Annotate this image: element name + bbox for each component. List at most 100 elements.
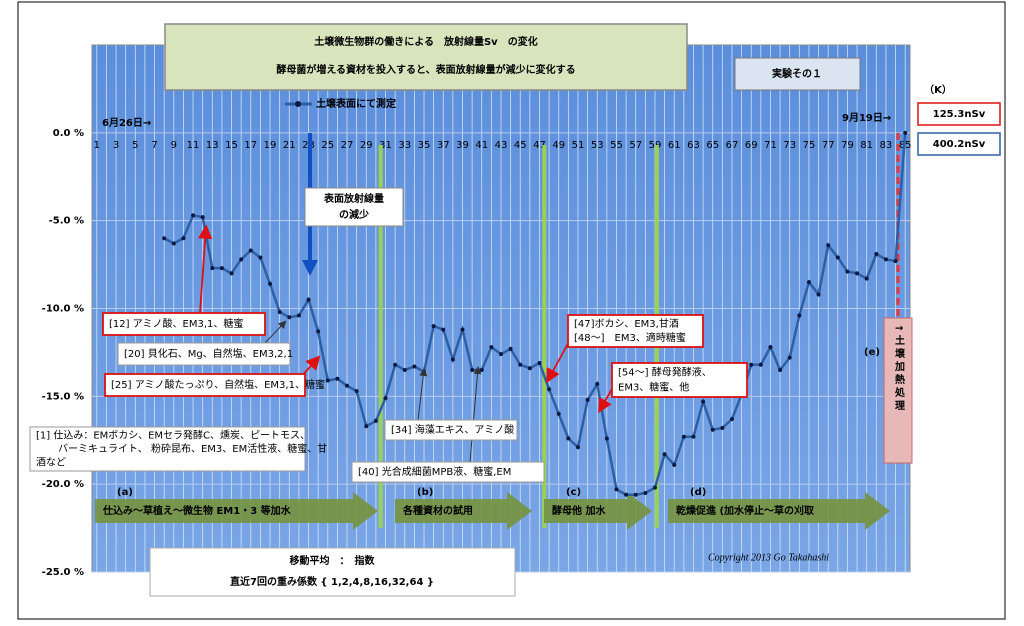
x-tick-label: 51 <box>572 140 585 151</box>
point <box>393 362 398 367</box>
point <box>547 387 552 392</box>
legend-text: 土壌表面にて測定 <box>316 97 396 110</box>
point <box>797 313 802 318</box>
point <box>883 257 888 262</box>
point <box>527 366 532 371</box>
x-tick-label: 31 <box>379 140 392 151</box>
x-tick-label: 41 <box>475 140 488 151</box>
method: 移動平均 ： 指数 <box>290 554 376 567</box>
phase-text: 仕込み～草植え～微生物 EM1・3 等加水 <box>102 504 292 517</box>
point <box>470 367 475 372</box>
phase-arrow <box>395 492 532 530</box>
phase-label: (b) <box>417 487 433 498</box>
x-tick-label: 75 <box>803 140 816 151</box>
x-tick-label: 9 <box>171 140 177 151</box>
annotation: [20] 貝化石、Mg、自然塩、EM3,2,1 <box>124 347 293 360</box>
y-tick-label: -10.0 % <box>42 304 84 315</box>
point <box>903 130 908 135</box>
phase-label: (d) <box>690 487 706 498</box>
point <box>162 236 167 241</box>
annotation: [1] 仕込み：EMボカシ、EMセラ発酵C、燻炭、ピートモス、 <box>36 429 310 442</box>
annotation: 酒など <box>36 456 66 468</box>
point <box>210 266 215 271</box>
chart-title: 土壌微生物群の働きによる 放射線量Sv の変化 <box>314 35 537 48</box>
k-label: （K） <box>924 83 952 96</box>
decrease-arrow-head <box>302 260 318 276</box>
method-box <box>149 547 516 597</box>
point <box>633 492 638 497</box>
x-tick-label: 5 <box>132 140 138 151</box>
point <box>191 213 196 218</box>
phase-text: 各種資材の試用 <box>402 504 473 517</box>
point <box>556 411 561 416</box>
y-tick-label: -5.0 % <box>49 216 84 227</box>
y-tick-label: -25.0 % <box>42 567 84 578</box>
point <box>768 345 773 350</box>
k-box <box>917 102 1001 126</box>
point <box>614 487 619 492</box>
point <box>681 434 686 439</box>
point <box>431 324 436 329</box>
point <box>460 327 465 332</box>
experiment-box <box>734 57 861 91</box>
x-tick-label: 61 <box>668 140 681 151</box>
point <box>749 362 754 367</box>
phase-label: (a) <box>117 487 133 498</box>
k-value: 400.2nSv <box>933 139 986 150</box>
annotation-pointer <box>417 368 428 421</box>
phase-arrow <box>544 492 652 530</box>
x-tick-label: 47 <box>533 140 546 151</box>
point <box>624 492 629 497</box>
point <box>835 255 840 260</box>
y-tick-label: -20.0 % <box>42 479 84 490</box>
annotation: [40] 光合成細菌MPB液、糖蜜,EM <box>358 465 511 478</box>
x-tick-label: 65 <box>706 140 719 151</box>
x-tick-label: 25 <box>321 140 334 151</box>
x-tick-label: 13 <box>206 140 219 151</box>
annotation: [34] 海藻エキス、アミノ酸 <box>391 423 514 436</box>
point <box>200 215 205 220</box>
point <box>229 271 234 276</box>
point <box>778 367 783 372</box>
phase-label: (e) <box>864 347 880 358</box>
experiment: 実験その１ <box>772 67 822 80</box>
point <box>287 315 292 320</box>
annotation: [48～] EM3、適時糖蜜 <box>574 331 686 344</box>
heat-box <box>883 317 913 464</box>
point <box>345 383 350 388</box>
x-tick-label: 17 <box>244 140 257 151</box>
point <box>720 425 725 430</box>
point <box>662 452 667 457</box>
x-tick-label: 79 <box>841 140 854 151</box>
point <box>489 345 494 350</box>
point <box>412 364 417 369</box>
annotation-box <box>117 342 291 366</box>
point <box>701 399 706 404</box>
point <box>864 276 869 281</box>
point <box>219 266 224 271</box>
point <box>364 424 369 429</box>
point <box>672 462 677 467</box>
point <box>566 436 571 441</box>
point <box>806 280 811 285</box>
point <box>354 389 359 394</box>
x-tick-label: 29 <box>360 140 373 151</box>
annotation: [54～] 酵母発酵液、 <box>618 366 712 379</box>
end-date: 9月19日→ <box>842 112 891 124</box>
x-tick-label: 27 <box>341 140 354 151</box>
k-value: 125.3nSv <box>933 109 986 120</box>
point <box>325 378 330 383</box>
x-tick-label: 71 <box>764 140 777 151</box>
point <box>816 292 821 297</box>
point <box>268 281 273 286</box>
phase-text: 酵母他 加水 <box>552 504 606 517</box>
point <box>595 382 600 387</box>
copyright: Copyright 2013 Go Takahashi <box>708 552 829 563</box>
heat-note: ↑土壌加熱処理 <box>893 324 906 413</box>
point <box>441 327 446 332</box>
annotation-box <box>104 373 306 397</box>
point <box>893 259 898 264</box>
x-tick-label: 49 <box>552 140 565 151</box>
point <box>316 329 321 334</box>
